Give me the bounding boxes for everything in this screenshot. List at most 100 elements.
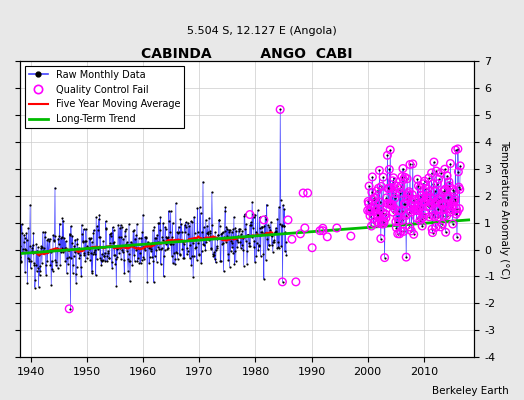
Point [374, 213, 382, 220]
Point [62, 245, 70, 251]
Point [281, 229, 290, 236]
Point [385, 185, 393, 192]
Point [143, 279, 151, 285]
Point [236, 238, 245, 245]
Point [429, 180, 437, 187]
Point [414, 207, 422, 214]
Point [375, 220, 383, 227]
Point [180, 255, 189, 262]
Point [411, 207, 420, 213]
Point [378, 209, 387, 216]
Point [418, 223, 427, 229]
Point [67, 254, 75, 261]
Point [58, 215, 67, 222]
Point [255, 243, 264, 250]
Point [428, 226, 436, 232]
Point [219, 239, 227, 246]
Point [230, 260, 238, 267]
Point [128, 262, 136, 269]
Point [381, 211, 390, 218]
Point [265, 224, 274, 230]
Point [94, 216, 103, 222]
Point [29, 230, 38, 236]
Point [455, 205, 464, 212]
Point [245, 243, 254, 249]
Point [51, 257, 60, 263]
Point [221, 204, 230, 211]
Point [239, 235, 247, 241]
Point [150, 223, 158, 230]
Point [225, 229, 233, 235]
Point [401, 200, 409, 207]
Point [439, 188, 447, 195]
Point [445, 182, 454, 189]
Point [411, 196, 419, 203]
Point [65, 247, 73, 254]
Point [374, 185, 383, 192]
Point [154, 243, 162, 250]
Point [428, 229, 436, 236]
Point [402, 196, 411, 202]
Point [156, 227, 164, 234]
Point [429, 212, 438, 218]
Point [425, 214, 433, 220]
Point [410, 203, 419, 209]
Point [423, 194, 432, 201]
Point [405, 192, 413, 199]
Point [114, 245, 122, 252]
Point [189, 240, 197, 246]
Point [258, 224, 266, 230]
Point [22, 230, 30, 236]
Point [367, 206, 375, 212]
Point [364, 207, 372, 214]
Point [105, 254, 114, 261]
Point [246, 242, 255, 249]
Point [428, 170, 436, 176]
Point [177, 221, 185, 227]
Point [167, 253, 176, 259]
Point [398, 174, 406, 180]
Point [421, 199, 430, 205]
Point [364, 200, 373, 207]
Point [114, 234, 123, 240]
Point [86, 234, 95, 241]
Point [82, 226, 90, 232]
Point [26, 242, 34, 249]
Point [277, 223, 286, 230]
Point [56, 220, 64, 227]
Point [253, 240, 261, 246]
Point [49, 232, 57, 238]
Point [278, 222, 286, 228]
Point [438, 202, 446, 208]
Point [408, 199, 416, 206]
Point [389, 174, 398, 181]
Point [432, 198, 441, 204]
Point [448, 204, 456, 210]
Point [221, 207, 229, 214]
Point [242, 238, 250, 244]
Point [442, 229, 450, 236]
Point [77, 272, 85, 279]
Point [407, 202, 415, 209]
Point [199, 178, 207, 185]
Point [417, 204, 425, 210]
Point [26, 265, 35, 271]
Point [382, 214, 390, 221]
Point [104, 248, 113, 254]
Point [261, 257, 270, 263]
Point [135, 235, 143, 242]
Point [365, 183, 373, 189]
Point [375, 167, 384, 174]
Point [215, 216, 224, 223]
Point [433, 180, 441, 187]
Point [414, 205, 423, 212]
Point [263, 201, 271, 208]
Point [33, 247, 41, 254]
Point [234, 239, 242, 245]
Point [412, 207, 420, 213]
Point [282, 238, 290, 245]
Point [196, 236, 204, 242]
Point [225, 227, 233, 233]
Point [437, 200, 445, 207]
Point [35, 284, 43, 290]
